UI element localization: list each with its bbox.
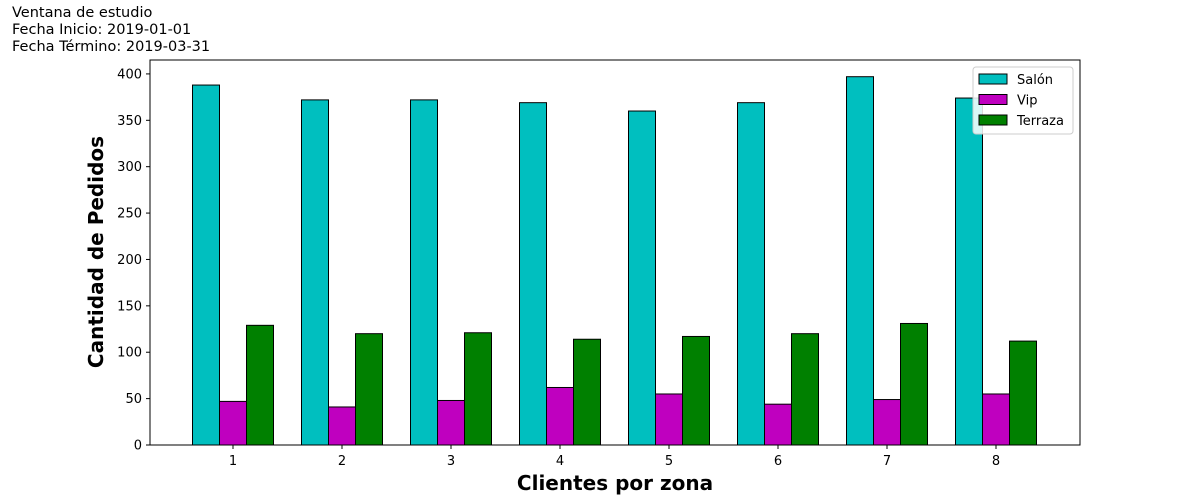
bar-saln-5 bbox=[628, 110, 656, 446]
bar-terraza-5 bbox=[682, 335, 710, 446]
x-tick-label: 4 bbox=[556, 454, 564, 469]
x-tick-label: 1 bbox=[229, 454, 237, 469]
legend-swatch-terraza bbox=[978, 114, 1008, 126]
x-tick-label: 2 bbox=[338, 454, 346, 469]
y-tick-label: 200 bbox=[117, 253, 142, 268]
start-date-label: Fecha Inicio: 2019-01-01 bbox=[12, 22, 192, 38]
bar-terraza-4 bbox=[573, 338, 601, 446]
legend-swatch-vip bbox=[978, 94, 1008, 105]
bar-saln-7 bbox=[846, 76, 874, 446]
y-tick-label: 300 bbox=[117, 160, 142, 175]
bar-vip-5 bbox=[655, 393, 683, 446]
x-tick-label: 8 bbox=[992, 454, 1000, 469]
bar-vip-7 bbox=[873, 399, 901, 446]
legend-swatch-saln bbox=[978, 73, 1008, 85]
y-tick-label: 0 bbox=[134, 439, 142, 454]
y-tick-label: 50 bbox=[125, 392, 142, 407]
legend-label-terraza: Terraza bbox=[1016, 114, 1064, 129]
bar-vip-6 bbox=[764, 403, 792, 446]
bar-saln-3 bbox=[410, 99, 438, 446]
bar-saln-2 bbox=[301, 99, 329, 446]
legend-label-vip: Vip bbox=[1017, 94, 1037, 109]
bar-saln-6 bbox=[737, 102, 765, 446]
bar-vip-8 bbox=[982, 393, 1010, 446]
bar-vip-1 bbox=[219, 400, 247, 446]
x-tick-label: 7 bbox=[883, 454, 891, 469]
plot-frame bbox=[149, 59, 1081, 446]
bar-terraza-2 bbox=[355, 333, 383, 446]
x-tick-label: 5 bbox=[665, 454, 673, 469]
bar-vip-2 bbox=[328, 406, 356, 446]
y-axis-label: Cantidad de Pedidos bbox=[84, 136, 108, 368]
y-tick-label: 250 bbox=[117, 207, 142, 222]
y-tick-label: 400 bbox=[117, 67, 142, 82]
chart-header: Ventana de estudio Fecha Inicio: 2019-01… bbox=[12, 5, 210, 56]
y-tick-label: 350 bbox=[117, 114, 142, 129]
y-tick-label: 150 bbox=[117, 299, 142, 314]
legend-label-saln: Salón bbox=[1017, 73, 1053, 88]
study-window-label: Ventana de estudio bbox=[12, 5, 153, 21]
bar-saln-1 bbox=[192, 84, 220, 446]
x-axis-label: Clientes por zona bbox=[517, 471, 713, 495]
bar-terraza-1 bbox=[246, 324, 274, 446]
y-tick-label: 100 bbox=[117, 346, 142, 361]
bar-terraza-6 bbox=[791, 333, 819, 446]
bar-vip-4 bbox=[546, 386, 574, 446]
x-tick-label: 3 bbox=[447, 454, 455, 469]
bar-terraza-3 bbox=[464, 332, 492, 446]
x-tick-label: 6 bbox=[774, 454, 782, 469]
bar-vip-3 bbox=[437, 399, 465, 446]
bar-terraza-7 bbox=[900, 322, 928, 446]
bar-terraza-8 bbox=[1009, 340, 1037, 446]
bar-saln-8 bbox=[955, 97, 983, 446]
bar-saln-4 bbox=[519, 102, 547, 446]
end-date-label: Fecha Término: 2019-03-31 bbox=[12, 39, 211, 55]
